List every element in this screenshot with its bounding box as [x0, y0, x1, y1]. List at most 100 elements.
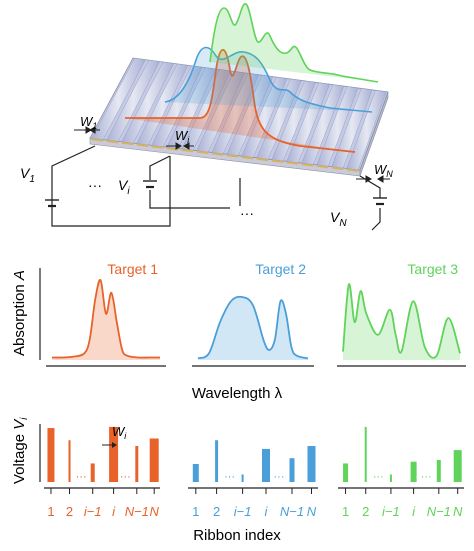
- absorption-area-3: [343, 283, 460, 360]
- voltage-width-label: Wi: [112, 424, 127, 441]
- ribbon-contact: [196, 150, 209, 155]
- target-label-1: Target 1: [107, 261, 158, 277]
- device-spectrum-green: [209, 3, 379, 83]
- voltage-tick-label: N−1: [280, 504, 304, 519]
- voltage-bar: [364, 426, 367, 482]
- voltage-bar: [410, 461, 417, 482]
- voltage-tick-label: 2: [213, 504, 220, 519]
- voltage-tick-label: 1: [192, 504, 199, 519]
- target-label-3: Target 3: [407, 261, 458, 277]
- absorption-area-2: [198, 296, 308, 360]
- voltage-bar: [90, 463, 95, 482]
- voltage-ylabel: Voltage Vi: [11, 417, 30, 484]
- ribbon-contact: [136, 143, 149, 147]
- voltage-bar: [192, 464, 199, 482]
- ribbon-contact: [91, 138, 104, 142]
- ribbon-array: [91, 58, 387, 172]
- ribbon-contact: [316, 164, 329, 169]
- voltage-bar: [215, 440, 219, 482]
- voltage-tick-label: 2: [66, 504, 73, 519]
- absorption-xlabel: Wavelength λ: [192, 385, 283, 402]
- ribbon-contact: [271, 159, 284, 163]
- voltage-tick-label: N: [453, 504, 463, 519]
- voltage-bar: [262, 448, 270, 482]
- voltage-bar: [289, 458, 295, 482]
- absorption-curve-1: [51, 279, 160, 359]
- voltage-bar: [343, 463, 349, 482]
- voltage-tick-label: i: [112, 504, 116, 519]
- voltage-bar: [389, 474, 392, 482]
- voltage-xlabel: Ribbon index: [193, 527, 281, 544]
- voltage-tick-label: i: [265, 504, 269, 519]
- voltage-tick-label: N−1: [125, 504, 149, 519]
- absorption-panel-1: Target 1: [46, 261, 166, 367]
- absorption-panel-2: Target 2: [192, 261, 314, 367]
- width-arrow-wn: [356, 175, 390, 183]
- ribbon-contact: [181, 148, 194, 153]
- voltage-width-annotation: Wi: [102, 424, 127, 448]
- label-wn: WN: [374, 162, 393, 179]
- voltage-bar: [68, 440, 71, 482]
- ribbon-contact: [106, 139, 119, 144]
- voltage-tick-label: i−1: [84, 504, 102, 519]
- voltage-ellipsis: ···: [120, 471, 131, 483]
- ribbon-contact: [241, 155, 254, 160]
- ribbon-contact: [346, 168, 359, 172]
- voltage-bar: [109, 426, 119, 482]
- ribbon-contact: [211, 152, 224, 156]
- voltage-bar: [241, 474, 244, 482]
- voltage-tick-label: 2: [362, 504, 369, 519]
- label-wi: Wi: [175, 128, 190, 145]
- voltage-tick-label: i: [412, 504, 416, 519]
- device-spectrum-orange: [125, 48, 356, 153]
- ribbon-contact: [121, 141, 134, 146]
- device-dots-middle: ···: [240, 205, 254, 221]
- voltage-ellipsis: ···: [274, 471, 285, 483]
- device-spectrum-blue: [164, 46, 373, 113]
- ribbon-contact: [331, 166, 344, 171]
- voltage-ellipsis: ···: [224, 471, 235, 483]
- absorption-area-1: [52, 279, 160, 360]
- voltage-ellipsis: ···: [76, 471, 87, 483]
- voltage-bar: [149, 438, 159, 482]
- ribbon-contact: [151, 145, 164, 149]
- voltage-panel-1: 1 2 i−1 i N−1 N ··· ···: [44, 426, 160, 519]
- battery-vi: [143, 180, 157, 189]
- voltage-bar: [47, 428, 55, 482]
- label-vi: Vi: [118, 177, 130, 197]
- absorption-chart: Absorption A Target 1 Target 2 Target 3 Wa…: [11, 261, 466, 402]
- voltage-bar: [307, 446, 316, 482]
- battery-vn: [373, 197, 387, 206]
- ribbon-contact: [286, 161, 299, 165]
- target-label-2: Target 2: [255, 261, 306, 277]
- voltage-tick-label: N: [150, 504, 160, 519]
- voltage-tick-label: N−1: [427, 504, 451, 519]
- absorption-ylabel: Absorption A: [11, 270, 28, 356]
- voltage-bar: [453, 450, 462, 482]
- absorption-panel-3: Target 3: [337, 261, 466, 367]
- voltage-bar: [436, 459, 441, 482]
- voltage-panel-2: 1 2 i−1 i N−1 N ··· ···: [188, 440, 318, 519]
- voltage-ellipsis: ···: [373, 471, 384, 483]
- device-dots-left: ···: [88, 177, 102, 193]
- absorption-curve-3: [342, 283, 461, 359]
- label-v1: V1: [20, 165, 35, 185]
- ribbon-contact: [256, 157, 269, 162]
- voltage-panel-3: 1 2 i−1 i N−1 N ··· ···: [338, 426, 464, 519]
- absorption-curve-2: [197, 295, 309, 360]
- voltage-tick-label: i−1: [382, 504, 400, 519]
- label-vn: VN: [330, 209, 347, 229]
- voltage-tick-label: N: [307, 504, 317, 519]
- voltage-tick-label: 1: [342, 504, 349, 519]
- voltage-ellipsis: ···: [421, 471, 432, 483]
- voltage-chart: Voltage Vi 1 2 i−1 i N−1 N··· ···1 2 i−1 i N−1 N···…: [11, 417, 464, 544]
- voltage-bar: [135, 446, 139, 482]
- voltage-tick-label: i−1: [234, 504, 252, 519]
- ribbon-contact: [226, 154, 239, 158]
- width-arrow-wi: [166, 142, 194, 150]
- voltage-tick-label: 1: [47, 504, 54, 519]
- ribbon-contact: [301, 163, 314, 167]
- width-arrow-w1: [74, 126, 100, 134]
- battery-v1: [45, 199, 59, 208]
